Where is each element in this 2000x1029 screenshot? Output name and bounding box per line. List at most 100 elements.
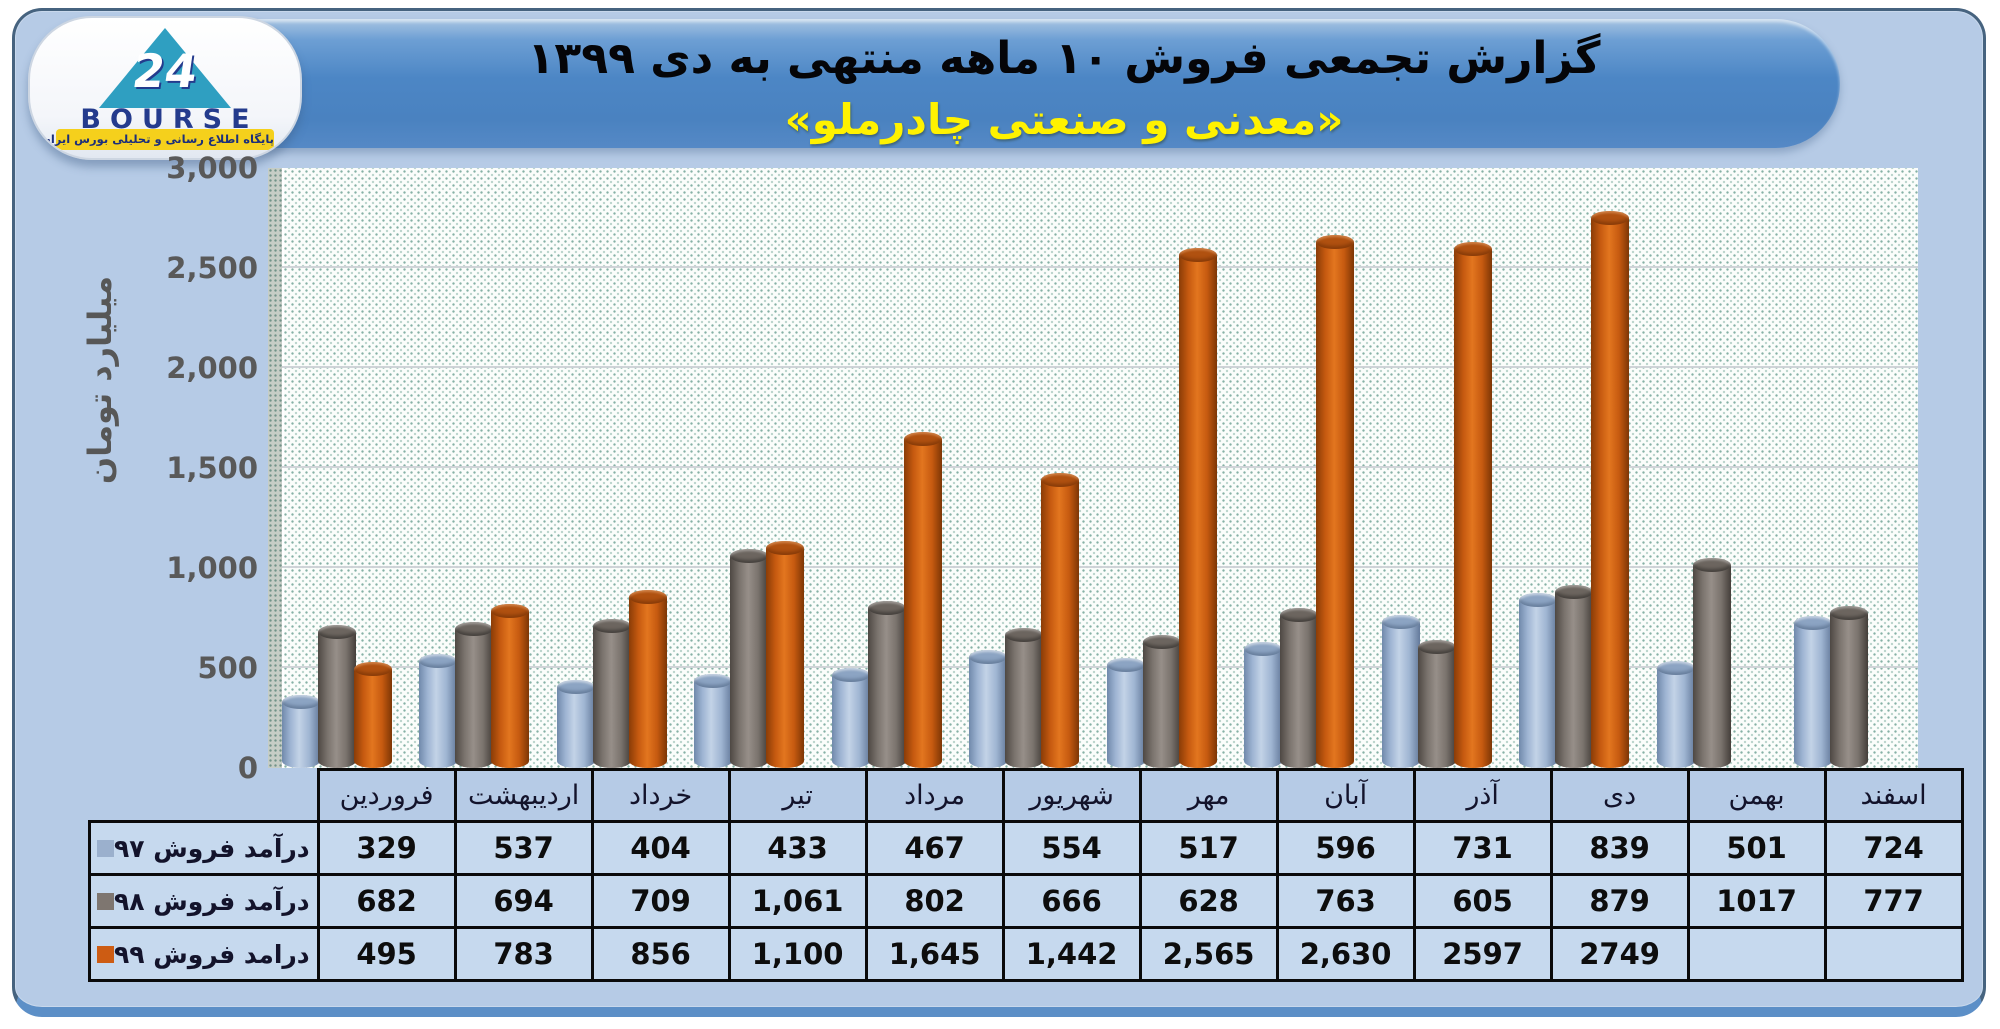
- bar-series2-month12: [1830, 606, 1869, 768]
- bar-series3-month1: [353, 662, 392, 768]
- bar-series1-month2: [419, 654, 458, 768]
- bar-series1-month10: [1519, 593, 1558, 768]
- y-axis-tick-labels: 3,000 2,500 2,000 1,500 1,000 500 0: [110, 150, 258, 790]
- gridline-1500: [282, 466, 1918, 468]
- value-cell-r3-m9: 2597: [1412, 926, 1553, 982]
- value-cell-r3-m10: 2749: [1549, 926, 1690, 982]
- value-cell-r3-m2: 783: [453, 926, 594, 982]
- bar-series2-month8: [1280, 608, 1319, 768]
- value-cell-r2-m11: 1017: [1686, 873, 1827, 929]
- value-cell-r3-m6: 1,442: [1001, 926, 1142, 982]
- bar-series3-month3: [628, 590, 667, 768]
- value-cell-r1-m3: 404: [590, 820, 731, 876]
- month-header-7: مهر: [1138, 768, 1279, 823]
- bar-series1-month9: [1381, 615, 1420, 768]
- logo-24-number: 24: [129, 44, 201, 98]
- bar-series1-month8: [1244, 642, 1283, 768]
- logo-brand-text: BOURSE: [80, 104, 259, 135]
- series-label: درآمد فروش ۹۸: [114, 886, 310, 916]
- company-name: «معدنی و صنعتی چادرملو»: [784, 95, 1344, 144]
- value-cell-r1-m9: 731: [1412, 820, 1553, 876]
- bar-series3-month10: [1591, 211, 1630, 768]
- gridline-2000: [282, 366, 1918, 368]
- value-cell-r3-m11: [1686, 926, 1827, 982]
- bar-series1-month5: [831, 668, 870, 768]
- month-header-9: آذر: [1412, 768, 1553, 823]
- value-cell-r1-m5: 467: [864, 820, 1005, 876]
- month-header-12: اسفند: [1823, 768, 1964, 823]
- series-row-header-1: درآمد فروش ۹۷: [88, 820, 320, 876]
- value-cell-r2-m9: 605: [1412, 873, 1553, 929]
- bar-series2-month7: [1142, 635, 1181, 768]
- gridline-500: [282, 666, 1918, 668]
- series-label: درآمد فروش ۹۷: [114, 833, 310, 863]
- month-header-3: خرداد: [590, 768, 731, 823]
- gridline-2500: [282, 266, 1918, 268]
- value-cell-r3-m5: 1,645: [864, 926, 1005, 982]
- table-corner-spacer: [90, 770, 319, 822]
- bar-series1-month12: [1794, 616, 1833, 768]
- bar-series2-month9: [1417, 640, 1456, 768]
- value-cell-r3-m8: 2,630: [1275, 926, 1416, 982]
- bar-series3-month5: [903, 432, 942, 768]
- value-cell-r1-m8: 596: [1275, 820, 1416, 876]
- value-cell-r3-m7: 2,565: [1138, 926, 1279, 982]
- value-cell-r2-m4: 1,061: [727, 873, 868, 929]
- bar-series3-month4: [766, 541, 805, 768]
- value-cell-r3-m12: [1823, 926, 1964, 982]
- series-label: درامد فروش ۹۹: [114, 939, 310, 969]
- bar-series3-month9: [1453, 242, 1492, 768]
- logo-tagline: پایگاه اطلاع رسانی و تحلیلی بورس ایران: [41, 129, 274, 150]
- bar-series3-month6: [1041, 473, 1080, 768]
- y-tick-label-500: 500: [197, 651, 258, 685]
- value-cell-r3-m4: 1,100: [727, 926, 868, 982]
- bar-series1-month3: [556, 680, 595, 768]
- bar-series1-month6: [969, 650, 1008, 768]
- month-header-1: فروردین: [316, 768, 457, 823]
- bar-series2-month4: [730, 549, 769, 768]
- bourse24-logo: 24 BOURSE پایگاه اطلاع رسانی و تحلیلی بو…: [28, 16, 302, 160]
- value-cell-r3-m3: 856: [590, 926, 731, 982]
- month-header-2: اردیبهشت: [453, 768, 594, 823]
- series-row-1: درآمد فروش ۹۷ 329 537 404 433 467 554 517 596 731…: [88, 820, 1964, 876]
- legend-swatch-icon: [97, 839, 114, 857]
- y-tick-label-1500: 1,500: [166, 451, 258, 485]
- legend-swatch-icon: [97, 892, 114, 910]
- value-cell-r2-m10: 879: [1549, 873, 1690, 929]
- value-cell-r2-m1: 682: [316, 873, 457, 929]
- bar-series2-month5: [867, 601, 906, 768]
- value-cell-r1-m10: 839: [1549, 820, 1690, 876]
- value-cell-r2-m12: 777: [1823, 873, 1964, 929]
- value-cell-r1-m7: 517: [1138, 820, 1279, 876]
- bar-series1-month1: [281, 695, 320, 768]
- value-cell-r1-m11: 501: [1686, 820, 1827, 876]
- y-tick-label-2500: 2,500: [166, 251, 258, 285]
- bar-series2-month10: [1555, 585, 1594, 768]
- gridline-1000: [282, 566, 1918, 568]
- bar-series2-month1: [317, 625, 356, 768]
- series-row-3: درامد فروش ۹۹ 495 783 856 1,100 1,645 1,442 2,5…: [88, 926, 1964, 982]
- month-header-5: مرداد: [864, 768, 1005, 823]
- value-cell-r2-m5: 802: [864, 873, 1005, 929]
- value-cell-r1-m4: 433: [727, 820, 868, 876]
- month-header-row: فروردین اردیبهشت خرداد تیر مرداد شهریور مهر آبا…: [90, 768, 1964, 823]
- series-row-header-2: درآمد فروش ۹۸: [88, 873, 320, 929]
- bar-series2-month11: [1692, 558, 1731, 768]
- value-cell-r2-m2: 694: [453, 873, 594, 929]
- month-header-4: تیر: [727, 768, 868, 823]
- bar-series3-month2: [491, 604, 530, 768]
- plot-area: [268, 168, 1918, 768]
- series-row-2: درآمد فروش ۹۸ 682 694 709 1,061 802 666 628 763 6…: [88, 873, 1964, 929]
- value-cell-r1-m6: 554: [1001, 820, 1142, 876]
- bar-series2-month6: [1005, 628, 1044, 768]
- header-titles: گزارش تجمعی فروش ۱۰ ماهه منتهی به دی ۱۳۹…: [338, 19, 1790, 148]
- value-cell-r3-m1: 495: [316, 926, 457, 982]
- bar-series1-month11: [1656, 661, 1695, 768]
- month-header-11: بهمن: [1686, 768, 1827, 823]
- data-table: فروردین اردیبهشت خرداد تیر مرداد شهریور مهر آبا…: [88, 768, 1964, 982]
- month-header-10: دی: [1549, 768, 1690, 823]
- bar-series2-month2: [455, 622, 494, 768]
- y-tick-label-3000: 3,000: [166, 151, 258, 185]
- y-tick-label-0: 0: [237, 751, 258, 785]
- bar-series3-month7: [1178, 248, 1217, 768]
